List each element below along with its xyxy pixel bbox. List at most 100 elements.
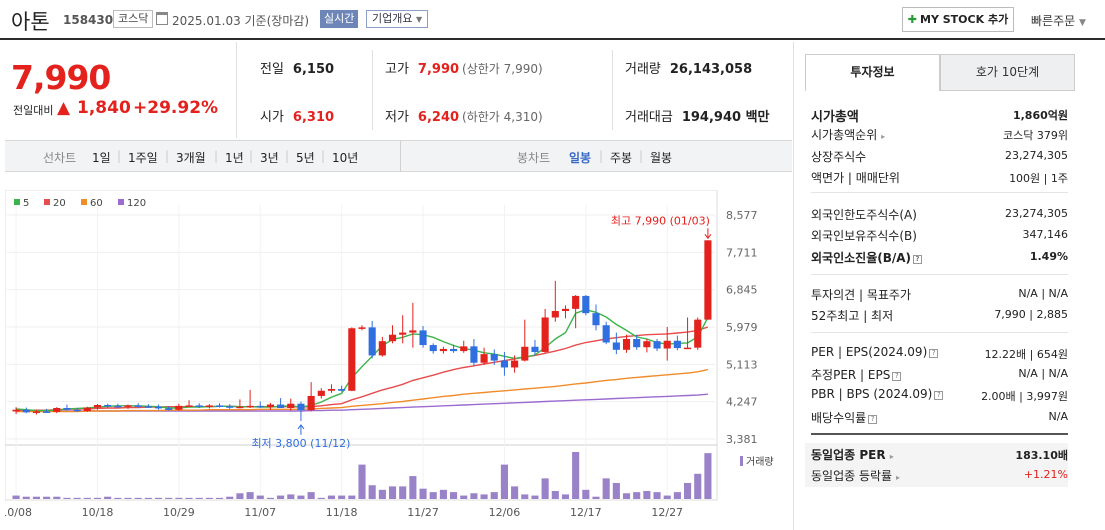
- volume-bar: [612, 482, 620, 499]
- tab-monthly[interactable]: 월봉: [650, 151, 673, 165]
- candle-body: [602, 325, 610, 343]
- volume-bar: [246, 492, 254, 499]
- add-mystock-button[interactable]: ✚ MY STOCK 추가: [902, 7, 1014, 32]
- plus-icon: ✚: [907, 13, 918, 26]
- chevron-right-icon[interactable]: ▸: [889, 452, 894, 461]
- info-row: 투자의견 | 목표주가 N/A | N/A: [811, 284, 1068, 304]
- candle-body: [490, 354, 498, 361]
- tab-period-3m[interactable]: 3개월: [176, 151, 206, 165]
- prev-close-stat: 전일 6,150: [260, 58, 334, 77]
- volume-bar: [175, 497, 183, 499]
- candle-body: [450, 348, 458, 352]
- candle-body: [653, 341, 661, 349]
- volume-bar: [684, 482, 692, 499]
- x-tick-label: 10/18: [82, 506, 114, 519]
- x-tick-label: 11/18: [326, 506, 358, 519]
- candle-body: [348, 328, 356, 391]
- calendar-icon: [156, 12, 168, 25]
- help-icon[interactable]: ?: [892, 372, 902, 381]
- quick-order-label: 빠른주문: [1031, 14, 1076, 28]
- volume-bar: [93, 497, 102, 499]
- par-label: 액면가 | 매매단위: [811, 171, 900, 185]
- candle-body: [684, 347, 692, 350]
- industry-change-text: 동일업종 등락률: [811, 469, 893, 483]
- y-tick-label: 4,247: [726, 396, 758, 409]
- min-price-annotation: 최저 3,800 (11/12): [251, 437, 350, 450]
- candle-body: [592, 313, 600, 326]
- market-cap-rank-value: 코스닥 379위: [1003, 129, 1068, 142]
- quick-order-button[interactable]: 빠른주문 ▼: [1031, 12, 1086, 29]
- legend-label: 120: [127, 198, 146, 209]
- candle-body: [287, 403, 295, 409]
- tab-investment-info[interactable]: 투자정보: [805, 54, 940, 91]
- legend-swatch: [14, 199, 20, 205]
- help-icon[interactable]: ?: [913, 255, 923, 264]
- candle-body: [480, 354, 488, 363]
- candle-body: [338, 389, 346, 391]
- info-row: 외국인소진율(B/A)? 1.49%: [811, 247, 1068, 267]
- tab-period-5y[interactable]: 5년: [296, 151, 315, 165]
- candle-body: [409, 330, 417, 333]
- chevron-right-icon[interactable]: ▸: [895, 473, 900, 482]
- volume-bar: [592, 496, 600, 499]
- tab-separator: |: [321, 149, 326, 163]
- low-value: 6,240: [417, 110, 460, 125]
- volume-bar: [511, 486, 519, 499]
- tab-period-1w[interactable]: 1주일: [128, 151, 158, 165]
- tab-period-10y[interactable]: 10년: [332, 151, 359, 165]
- volume-bar: [165, 497, 173, 499]
- volume-bar: [470, 493, 478, 499]
- tab-separator: |: [599, 149, 604, 163]
- week52-label: 52주최고 | 최저: [811, 309, 894, 323]
- company-overview-button[interactable]: 기업개요 ▼: [366, 10, 429, 28]
- dividend-label: 배당수익률?: [811, 409, 878, 426]
- volume-bar: [338, 495, 346, 499]
- tab-separator: |: [285, 149, 290, 163]
- price-chart[interactable]: 8,577 7,711 6,845 5,979 5,113 4,247 3,381 10/08…: [5, 190, 790, 530]
- help-icon[interactable]: ?: [929, 349, 939, 358]
- candle-body: [561, 308, 570, 312]
- current-price-panel: 7,990 전일대비 ▲ 1,840 +29.92%: [5, 42, 237, 138]
- candle-body: [521, 346, 529, 361]
- candle-body: [154, 406, 163, 409]
- candle-body: [378, 341, 386, 356]
- x-tick-label: 11/07: [244, 506, 276, 519]
- y-tick-label: 7,711: [726, 246, 758, 259]
- volume-bar: [500, 464, 508, 499]
- info-row: 시가총액 1,860억원: [811, 104, 1068, 125]
- upper-limit: (상한가 7,990): [462, 62, 543, 76]
- x-tick-label: 11/27: [407, 506, 439, 519]
- volume-bar: [134, 497, 142, 499]
- chevron-right-icon[interactable]: ▸: [881, 132, 886, 141]
- tab-separator: |: [249, 149, 254, 163]
- volume-bar: [12, 495, 20, 499]
- candle-body: [205, 405, 213, 407]
- help-icon[interactable]: ?: [868, 415, 878, 424]
- volume-bar: [378, 489, 386, 499]
- price-change-pct: +29.92%: [133, 98, 219, 118]
- tab-period-1d[interactable]: 1일: [92, 151, 111, 165]
- tab-period-3y[interactable]: 3년: [260, 151, 279, 165]
- candle-body: [429, 345, 437, 352]
- candle-body: [134, 405, 142, 407]
- section-divider: [811, 192, 1068, 193]
- tab-weekly[interactable]: 주봉: [610, 151, 633, 165]
- legend-label: 60: [90, 198, 103, 209]
- tab-separator: |: [214, 149, 219, 163]
- industry-change-label: 동일업종 등락률 ▸: [811, 467, 900, 484]
- volume-bar: [226, 496, 234, 499]
- tab-order-book[interactable]: 호가 10단계: [940, 54, 1075, 91]
- amount-label: 거래대금: [625, 110, 673, 125]
- max-arrow-head: [704, 234, 712, 240]
- candle-body: [643, 341, 651, 348]
- candle-body: [460, 346, 468, 352]
- tab-period-1y[interactable]: 1년: [225, 151, 244, 165]
- min-arrow-head: [297, 424, 305, 430]
- candle-body: [511, 360, 519, 368]
- info-tabs: 투자정보 호가 10단계: [805, 54, 1075, 91]
- tab-daily[interactable]: 일봉: [569, 151, 592, 165]
- info-row: 동일업종 등락률 ▸ +1.21%: [811, 465, 1068, 485]
- volume-bar: [450, 492, 458, 499]
- help-icon[interactable]: ?: [934, 391, 944, 400]
- candle-body: [663, 340, 671, 349]
